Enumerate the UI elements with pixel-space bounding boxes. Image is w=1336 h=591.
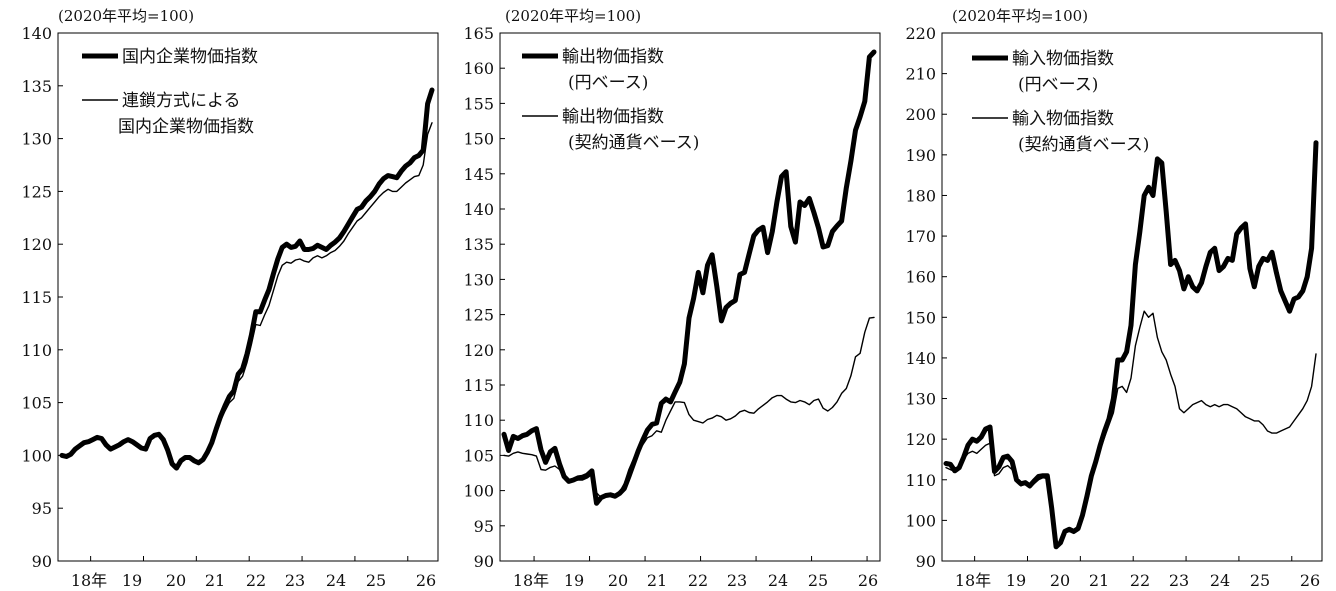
x-tick-label: 22 [688, 571, 708, 590]
series-line-2 [503, 316, 875, 499]
y-tick-label: 110 [463, 411, 494, 430]
chart-panel-2: (2020年平均=100) 90 95 100 105 110 115 120 125 130 13… [463, 7, 881, 590]
unit-label: (2020年平均=100) [952, 7, 1088, 25]
y-tick-label: 105 [21, 394, 52, 413]
y-tick-label: 165 [463, 24, 494, 43]
y-tick-label: 130 [905, 390, 936, 409]
x-tick-label: 19 [564, 571, 584, 590]
y-tick-label: 120 [463, 341, 494, 360]
y-tick-label: 90 [474, 552, 494, 571]
y-tick-label: 100 [21, 446, 52, 465]
y-tick-label: 90 [32, 552, 52, 571]
y-tick-label: 110 [21, 341, 52, 360]
y-tick-label: 180 [905, 186, 936, 205]
legend-label-1: 輸出物価指数 [562, 47, 664, 67]
y-tick-label: 115 [21, 288, 52, 307]
y-tick-label: 100 [905, 511, 936, 530]
series-line-1 [59, 87, 435, 471]
x-tick-label: 24 [768, 571, 788, 590]
series-line-2 [61, 122, 433, 470]
legend-label-1: (円ベース) [568, 73, 648, 93]
legend-label-2: (契約通貨ベース) [568, 133, 699, 153]
x-tick-label: 23 [285, 571, 305, 590]
series-line-1 [501, 49, 877, 506]
x-tick-label: 25 [1250, 571, 1270, 590]
y-tick-label: 135 [21, 77, 52, 96]
y-tick-label: 200 [905, 105, 936, 124]
y-tick-label: 190 [905, 146, 936, 165]
y-tick-label: 120 [905, 430, 936, 449]
y-tick-label: 220 [905, 24, 936, 43]
x-tick-label: 19 [1006, 571, 1026, 590]
series-line-2 [945, 310, 1317, 548]
x-tick-label: 20 [166, 571, 186, 590]
x-tick-label: 21 [1089, 571, 1109, 590]
y-tick-label: 140 [21, 24, 52, 43]
x-tick-label: 20 [1050, 571, 1070, 590]
x-tick-label: 22 [1130, 571, 1150, 590]
legend-label-2: 国内企業物価指数 [118, 117, 254, 137]
x-tick-label: 26 [858, 571, 878, 590]
y-tick-label: 150 [463, 130, 494, 149]
y-tick-label: 145 [463, 165, 494, 184]
y-tick-label: 140 [905, 349, 936, 368]
legend-label-2: 輸出物価指数 [562, 107, 664, 127]
y-tick-label: 160 [463, 59, 494, 78]
unit-label: (2020年平均=100) [505, 7, 641, 25]
legend-label-2: (契約通貨ベース) [1018, 135, 1149, 155]
y-tick-label: 170 [905, 227, 936, 246]
x-tick-label: 24 [1210, 571, 1230, 590]
x-tick-label: 21 [205, 571, 225, 590]
y-tick-label: 160 [905, 268, 936, 287]
x-tick-label: 21 [647, 571, 667, 590]
plot-frame [941, 32, 1323, 562]
y-tick-label: 130 [21, 130, 52, 149]
y-tick-label: 100 [463, 482, 494, 501]
y-tick-label: 110 [905, 471, 936, 490]
y-tick-label: 130 [463, 270, 494, 289]
y-tick-label: 95 [474, 517, 494, 536]
series-line-1 [943, 140, 1319, 550]
y-tick-label: 155 [463, 94, 494, 113]
y-tick-label: 125 [21, 182, 52, 201]
legend-label-2: 連鎖方式による [122, 91, 241, 111]
chart-panel-3: (2020年平均=100) 90 100 110 120 130 140 150 160 170 1… [905, 7, 1323, 590]
legend-label-2: 輸入物価指数 [1012, 109, 1114, 129]
chart-panel-1: (2020年平均=100) 90 95 100 105 110 115 120 125 130 13… [21, 7, 439, 590]
y-tick-label: 135 [463, 235, 494, 254]
x-tick-label: 18年 [71, 571, 107, 590]
y-tick-label: 120 [21, 235, 52, 254]
x-tick-label: 26 [416, 571, 436, 590]
x-tick-label: 24 [326, 571, 346, 590]
x-tick-label: 23 [727, 571, 747, 590]
y-tick-label: 140 [463, 200, 494, 219]
x-tick-label: 22 [246, 571, 266, 590]
x-tick-label: 18年 [955, 571, 991, 590]
y-tick-label: 150 [905, 308, 936, 327]
x-tick-label: 25 [808, 571, 828, 590]
legend-label-1: 国内企業物価指数 [122, 47, 258, 67]
y-tick-label: 105 [463, 446, 494, 465]
y-tick-label: 90 [916, 552, 936, 571]
y-tick-label: 210 [905, 65, 936, 84]
legend-label-1: 輸入物価指数 [1012, 49, 1114, 69]
y-tick-label: 125 [463, 306, 494, 325]
x-tick-label: 26 [1300, 571, 1320, 590]
legend-label-1: (円ベース) [1018, 75, 1098, 95]
y-tick-label: 95 [32, 499, 52, 518]
x-tick-label: 23 [1169, 571, 1189, 590]
x-tick-label: 19 [122, 571, 142, 590]
plot-frame [499, 32, 881, 562]
x-tick-label: 20 [608, 571, 628, 590]
x-tick-label: 25 [366, 571, 386, 590]
x-tick-label: 18年 [513, 571, 549, 590]
y-tick-label: 115 [463, 376, 494, 395]
plot-frame [57, 32, 439, 562]
unit-label: (2020年平均=100) [58, 7, 194, 25]
